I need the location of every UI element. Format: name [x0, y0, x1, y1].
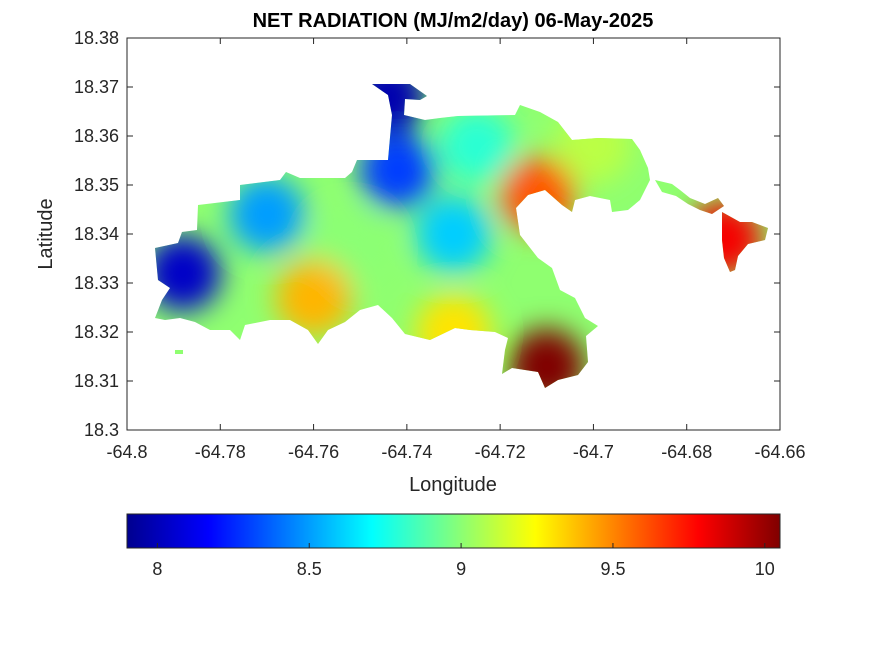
x-tick-label: -64.68: [661, 442, 712, 462]
heatmap-region: [438, 107, 515, 184]
heatmap-region: [275, 259, 352, 336]
y-tick-label: 18.3: [84, 420, 119, 440]
x-tick-label: -64.76: [288, 442, 339, 462]
y-tick-label: 18.34: [74, 224, 119, 244]
colorbar-tick-label: 9.5: [600, 559, 625, 579]
y-tick-label: 18.32: [74, 322, 119, 342]
y-tick-label: 18.35: [74, 175, 119, 195]
x-tick-label: -64.74: [381, 442, 432, 462]
x-tick-label: -64.8: [106, 442, 147, 462]
heatmap-region: [228, 176, 305, 253]
x-axis: -64.8 -64.78 -64.76 -64.74 -64.72 -64.7 -64.68…: [106, 38, 806, 462]
colorbar-tick-label: 10: [755, 559, 775, 579]
y-axis-label: Latitude: [35, 198, 57, 269]
heatmap-region: [415, 196, 492, 272]
x-tick-label: -64.66: [754, 442, 805, 462]
colorbar-tick-label: 9: [456, 559, 466, 579]
x-tick-label: -64.78: [195, 442, 246, 462]
colorbar: [126, 513, 781, 549]
colorbar-ticks: 8 8.5 9 9.5 10: [152, 543, 775, 579]
x-axis-label: Longitude: [409, 474, 497, 496]
chart-title: NET RADIATION (MJ/m2/day) 06-May-2025: [253, 10, 654, 32]
y-tick-label: 18.31: [74, 371, 119, 391]
y-tick-label: 18.37: [74, 77, 119, 97]
y-axis: 18.3 18.31 18.32 18.33 18.34 18.35 18.36 18.37 1…: [74, 28, 780, 440]
x-tick-label: -64.72: [475, 442, 526, 462]
y-tick-label: 18.33: [74, 273, 119, 293]
colorbar-tick-label: 8: [152, 559, 162, 579]
y-tick-label: 18.36: [74, 126, 119, 146]
y-tick-label: 18.38: [74, 28, 119, 48]
x-tick-label: -64.7: [573, 442, 614, 462]
colorbar-tick-label: 8.5: [297, 559, 322, 579]
